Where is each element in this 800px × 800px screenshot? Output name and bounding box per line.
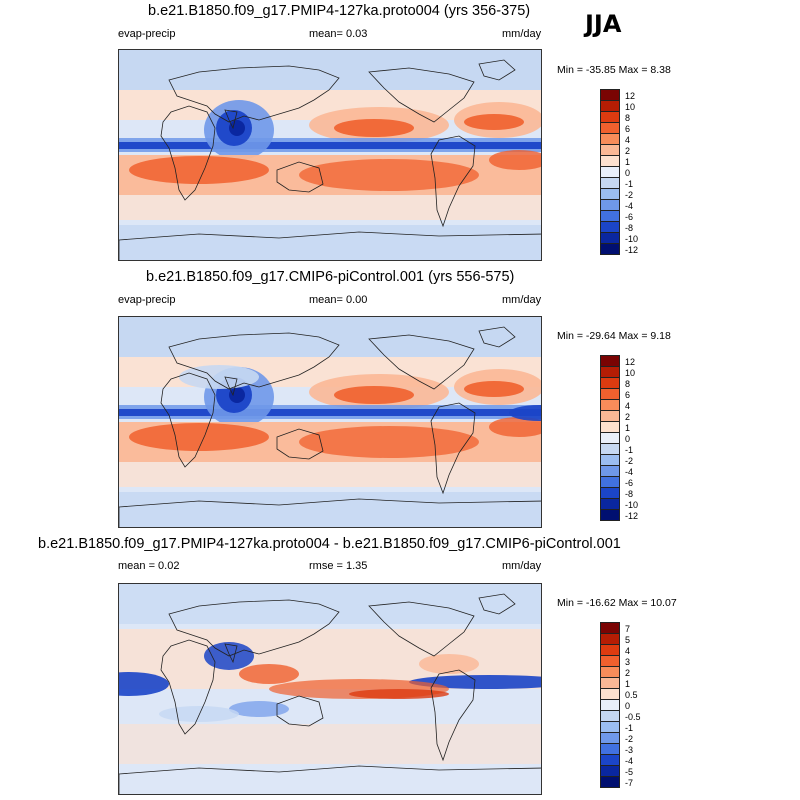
colorbar-tick-label: 0 [625,433,631,444]
colorbar-swatch [600,243,620,255]
colorbar-tick-label: -8 [625,222,634,233]
coastlines [119,59,541,260]
colorbar-tick-label: 1 [625,422,631,433]
variable-label: evap-precip [118,28,176,40]
coastlines [119,593,541,794]
colorbar-tick-label: 10 [625,101,636,112]
colorbar-tick-label: 1 [625,156,631,167]
map-panel [118,49,542,261]
map-field [119,317,541,527]
colorbar-tick-label: 10 [625,367,636,378]
colorbar-tick-label: 0 [625,700,631,711]
mean-label: mean= 0.00 [309,294,368,306]
coastlines [119,326,541,527]
colorbar-tick-label: 4 [625,134,631,145]
colorbar-tick-label: 12 [625,90,636,101]
colorbar-tick-label: -12 [625,244,639,255]
colorbar-tick-label: -0.5 [625,711,641,722]
colorbar-tick-label: 2 [625,411,631,422]
colorbar-swatch [600,509,620,521]
colorbar-tick-label: 6 [625,389,631,400]
colorbar-tick-label: -6 [625,211,634,222]
colorbar-tick-label: -4 [625,466,634,477]
units-label: mm/day [502,28,542,40]
season-label: JJA [585,10,622,38]
colorbar-tick-label: 2 [625,145,631,156]
colorbar-tick-label: 8 [625,112,631,123]
colorbar-tick-label: -10 [625,499,639,510]
colorbar-tick-label: -1 [625,722,634,733]
colorbar-tick-label: -3 [625,744,634,755]
colorbar-tick-label: 4 [625,645,631,656]
colorbar-tick-label: -12 [625,510,639,521]
units-label: mm/day [502,560,542,572]
minmax-label: Min = -29.64 Max = 9.18 [557,330,671,342]
colorbar-tick-label: -1 [625,444,634,455]
colorbar-tick-label: -7 [625,777,634,788]
map-field [119,50,541,260]
colorbar-tick-label: 2 [625,667,631,678]
units-label: mm/day [502,294,542,306]
colorbar-tick-label: -2 [625,455,634,466]
colorbar-tick-label: -2 [625,733,634,744]
colorbar-tick-label: -5 [625,766,634,777]
colorbar-tick-label: -4 [625,200,634,211]
colorbar-tick-label: 7 [625,623,631,634]
map-panel [118,316,542,528]
colorbar-tick-label: -6 [625,477,634,488]
panel-title: b.e21.B1850.f09_g17.PMIP4-127ka.proto004… [148,3,531,19]
colorbar-tick-label: 8 [625,378,631,389]
map-panel [118,583,542,795]
colorbar-tick-label: 0 [625,167,631,178]
colorbar-tick-label: 4 [625,400,631,411]
colorbar-tick-label: 12 [625,356,636,367]
colorbar-tick-label: -4 [625,755,634,766]
colorbar-tick-label: 5 [625,634,631,645]
colorbar-tick-label: 0.5 [625,689,638,700]
variable-label: evap-precip [118,294,176,306]
colorbar-swatch [600,776,620,788]
colorbar-tick-label: 1 [625,678,631,689]
minmax-label: Min = -16.62 Max = 10.07 [557,597,677,609]
colorbar-tick-label: 3 [625,656,631,667]
map-field [119,584,541,794]
colorbar-tick-label: -10 [625,233,639,244]
panel-title: b.e21.B1850.f09_g17.CMIP6-piControl.001 … [146,269,515,285]
rmse-label: rmse = 1.35 [309,560,368,572]
mean-label: mean= 0.03 [309,28,368,40]
colorbar-tick-label: -1 [625,178,634,189]
colorbar-tick-label: -8 [625,488,634,499]
panel-title: b.e21.B1850.f09_g17.PMIP4-127ka.proto004… [38,536,621,552]
colorbar-tick-label: -2 [625,189,634,200]
colorbar-tick-label: 6 [625,123,631,134]
mean-label: mean = 0.02 [118,560,180,572]
minmax-label: Min = -35.85 Max = 8.38 [557,64,671,76]
